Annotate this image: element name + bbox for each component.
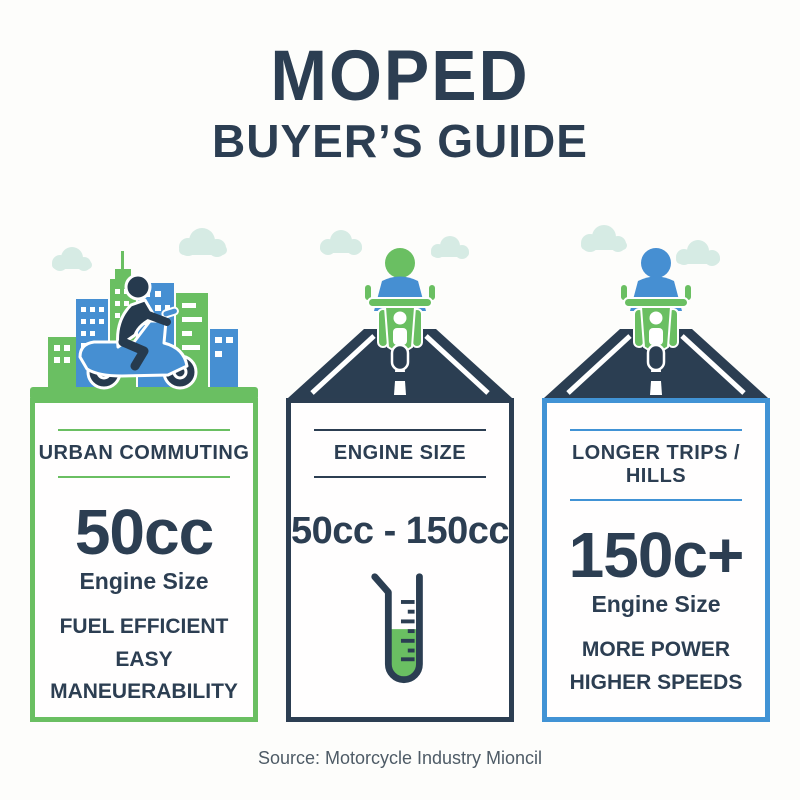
card-title: LONGER TRIPS / HILLS: [571, 442, 741, 487]
road-illustration: [542, 225, 770, 398]
cloud-icon: [320, 230, 362, 255]
moped-rider-icon: [78, 273, 198, 390]
engine-size-label: Engine Size: [591, 591, 721, 617]
feature-item: EASY MANEUERABILITY: [50, 647, 238, 704]
card-urban-commuting: URBAN COMMUTING 50cc Engine Size FUEL EF…: [30, 398, 258, 722]
column-longer-trips: LONGER TRIPS / HILLS 150c+ Engine Size M…: [542, 225, 770, 722]
cloud-icon: [581, 225, 627, 252]
cloud-icon: [431, 236, 469, 259]
accent-rule: [58, 476, 230, 478]
engine-size-value: 50cc: [74, 496, 214, 568]
accent-rule: [58, 429, 230, 431]
card-engine-size: ENGINE SIZE 50cc - 150cc: [286, 398, 514, 722]
engine-size-range: 50cc - 150cc: [291, 510, 509, 552]
title-line-2: BUYER’S GUIDE: [212, 115, 588, 167]
feature-list: FUEL EFFICIENT EASY MANEUERABILITY: [35, 611, 253, 709]
engine-size-label: Engine Size: [79, 568, 209, 594]
test-tube-icon: [291, 567, 509, 708]
card-title: URBAN COMMUTING: [38, 442, 250, 464]
ground-strip: [30, 387, 258, 400]
accent-rule: [314, 476, 486, 478]
card-longer-trips: LONGER TRIPS / HILLS 150c+ Engine Size M…: [542, 398, 770, 722]
cloud-icon: [676, 240, 720, 266]
front-rider-icon: [365, 248, 435, 372]
road-illustration: [286, 225, 514, 398]
feature-item: FUEL EFFICIENT: [59, 615, 229, 638]
page-title: MOPED BUYER’S GUIDE: [0, 36, 800, 167]
feature-item: HIGHER SPEEDS: [569, 670, 743, 694]
title-line-1: MOPED: [270, 36, 530, 116]
engine-size-value: 150c+: [568, 519, 745, 591]
accent-rule: [314, 429, 486, 431]
feature-item: MORE POWER: [581, 638, 731, 661]
city-skyline-svg: [30, 228, 258, 400]
column-engine-size: ENGINE SIZE 50cc - 150cc: [286, 225, 514, 722]
accent-rule: [570, 499, 742, 501]
road-rider-svg: [544, 225, 768, 398]
accent-rule: [570, 429, 742, 431]
cloud-icon: [179, 228, 227, 257]
test-tube-svg: [371, 573, 423, 684]
feature-list: MORE POWER HIGHER SPEEDS: [547, 634, 765, 699]
card-title: ENGINE SIZE: [333, 442, 467, 464]
front-rider-icon: [621, 248, 691, 372]
cloud-icon: [52, 247, 92, 271]
city-skyline-illustration: [30, 225, 258, 400]
source-attribution: Source: Motorcycle Industry Mioncil: [257, 748, 543, 768]
road-rider-svg: [288, 230, 512, 398]
column-urban-commuting: URBAN COMMUTING 50cc Engine Size FUEL EF…: [30, 225, 258, 722]
